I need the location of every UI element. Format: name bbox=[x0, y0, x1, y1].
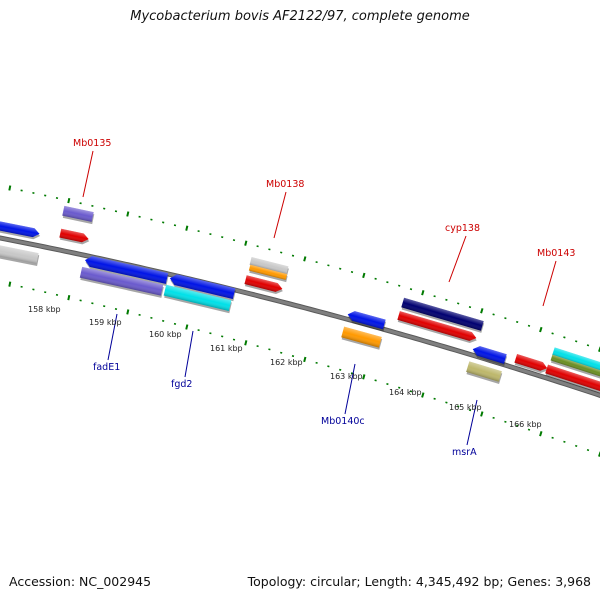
gene-arrow-shade bbox=[472, 346, 507, 364]
gene-arrow bbox=[163, 284, 232, 314]
inner-tick bbox=[480, 411, 484, 417]
scale-label: 159 kbp bbox=[89, 318, 122, 327]
gene-arrow-shade bbox=[552, 347, 600, 374]
outer-tick bbox=[244, 240, 248, 246]
gene-label-mb0140c[interactable]: Mb0140c bbox=[321, 416, 365, 427]
gene-arrow-shade bbox=[79, 266, 164, 296]
inner-tick bbox=[539, 431, 543, 437]
gene-arrow-shade bbox=[0, 219, 40, 238]
scale-label: 158 kbp bbox=[28, 305, 61, 314]
gene-arrow-shade bbox=[545, 364, 600, 393]
gene-arrow bbox=[472, 346, 508, 367]
gene-arrow bbox=[85, 256, 169, 286]
scale-label: 161 kbp bbox=[210, 344, 243, 353]
gene-label-fade1[interactable]: fadE1 bbox=[93, 362, 120, 373]
gene-arrow bbox=[401, 297, 485, 333]
outer-tick bbox=[126, 211, 130, 217]
label-leader-line bbox=[466, 399, 478, 446]
gene-arrow bbox=[169, 274, 236, 302]
label-leader-line bbox=[107, 313, 118, 361]
gene-arrow-shade bbox=[347, 311, 386, 330]
scale-label: 165 kbp bbox=[449, 403, 482, 412]
gene-arrow-shade bbox=[397, 311, 477, 341]
gene-arrow-shade bbox=[248, 264, 288, 280]
label-leader-line bbox=[184, 330, 194, 378]
inner-tick bbox=[362, 374, 366, 380]
label-leader-line bbox=[448, 235, 467, 283]
outer-tick bbox=[362, 272, 366, 279]
scale-label: 163 kbp bbox=[330, 372, 363, 381]
outer-tick bbox=[303, 256, 307, 262]
inner-tick bbox=[67, 295, 71, 301]
gene-arrow bbox=[347, 311, 387, 332]
gene-arrow bbox=[79, 266, 164, 298]
accession-text: Accession: NC_002945 bbox=[9, 574, 152, 589]
genome-summary-text: Topology: circular; Length: 4,345,492 bp… bbox=[247, 574, 591, 589]
gene-arrow-shade bbox=[514, 354, 548, 371]
gene-arrow-shade bbox=[466, 361, 502, 382]
gene-arrow-shade bbox=[401, 297, 484, 331]
gene-arrow bbox=[552, 347, 600, 376]
outer-tick bbox=[8, 185, 12, 191]
inner-tick bbox=[244, 340, 248, 346]
inner-tick bbox=[126, 309, 130, 315]
gene-arrow bbox=[550, 354, 600, 382]
gene-arrow-shade bbox=[62, 205, 94, 222]
gene-arrow-shade bbox=[341, 326, 382, 348]
gene-arrow-shade bbox=[550, 354, 600, 380]
gene-arrow bbox=[341, 326, 383, 350]
gene-arrow-shade bbox=[244, 275, 283, 292]
outer-tick bbox=[185, 225, 189, 231]
gene-arrow-shade bbox=[0, 243, 39, 264]
gene-arrow bbox=[545, 364, 600, 395]
scale-label: 160 kbp bbox=[149, 330, 182, 339]
gene-arrow bbox=[59, 228, 90, 245]
outer-tick bbox=[67, 197, 71, 204]
gene-arrow bbox=[244, 275, 283, 295]
outer-tick bbox=[421, 290, 425, 296]
gene-arrow-shade bbox=[59, 228, 89, 243]
outer-tick bbox=[539, 326, 543, 333]
map-title: Mycobacterium bovis AF2122/97, complete … bbox=[130, 9, 470, 24]
gene-features bbox=[0, 205, 600, 395]
outer-tick bbox=[480, 308, 484, 314]
scale-label: 162 kbp bbox=[270, 358, 303, 367]
inner-tick bbox=[8, 281, 12, 287]
gene-arrow bbox=[248, 264, 288, 283]
scale-label: 164 kbp bbox=[389, 388, 422, 397]
tick-marks bbox=[8, 185, 600, 457]
gene-label-fgd2[interactable]: fgd2 bbox=[171, 379, 192, 390]
gene-arrow-shade bbox=[85, 256, 169, 284]
gene-arrow bbox=[0, 219, 41, 240]
gene-arrow bbox=[466, 361, 503, 385]
label-leader-line bbox=[273, 191, 287, 239]
inner-tick bbox=[421, 392, 425, 398]
gene-label-mb0143[interactable]: Mb0143 bbox=[537, 248, 575, 259]
gene-label-mb0135[interactable]: Mb0135 bbox=[73, 138, 111, 149]
gene-label-msra[interactable]: msrA bbox=[452, 447, 477, 458]
gene-arrow-shade bbox=[169, 274, 236, 300]
scale-label: 166 kbp bbox=[509, 420, 542, 429]
gene-arrow bbox=[0, 243, 40, 267]
label-leader-line bbox=[344, 363, 356, 415]
gene-arrow-shade bbox=[249, 257, 289, 275]
gene-arrow-shade bbox=[163, 284, 232, 312]
label-leader-line bbox=[82, 150, 94, 198]
label-leaders bbox=[82, 150, 557, 446]
gene-arrow bbox=[514, 354, 548, 373]
label-leader-line bbox=[542, 260, 557, 307]
inner-tick bbox=[185, 324, 189, 330]
inner-tick bbox=[303, 356, 307, 363]
gene-label-mb0138[interactable]: Mb0138 bbox=[266, 179, 304, 190]
gene-label-cyp138[interactable]: cyp138 bbox=[445, 223, 480, 234]
gene-arrow bbox=[62, 205, 95, 225]
gene-arrow bbox=[397, 311, 477, 344]
